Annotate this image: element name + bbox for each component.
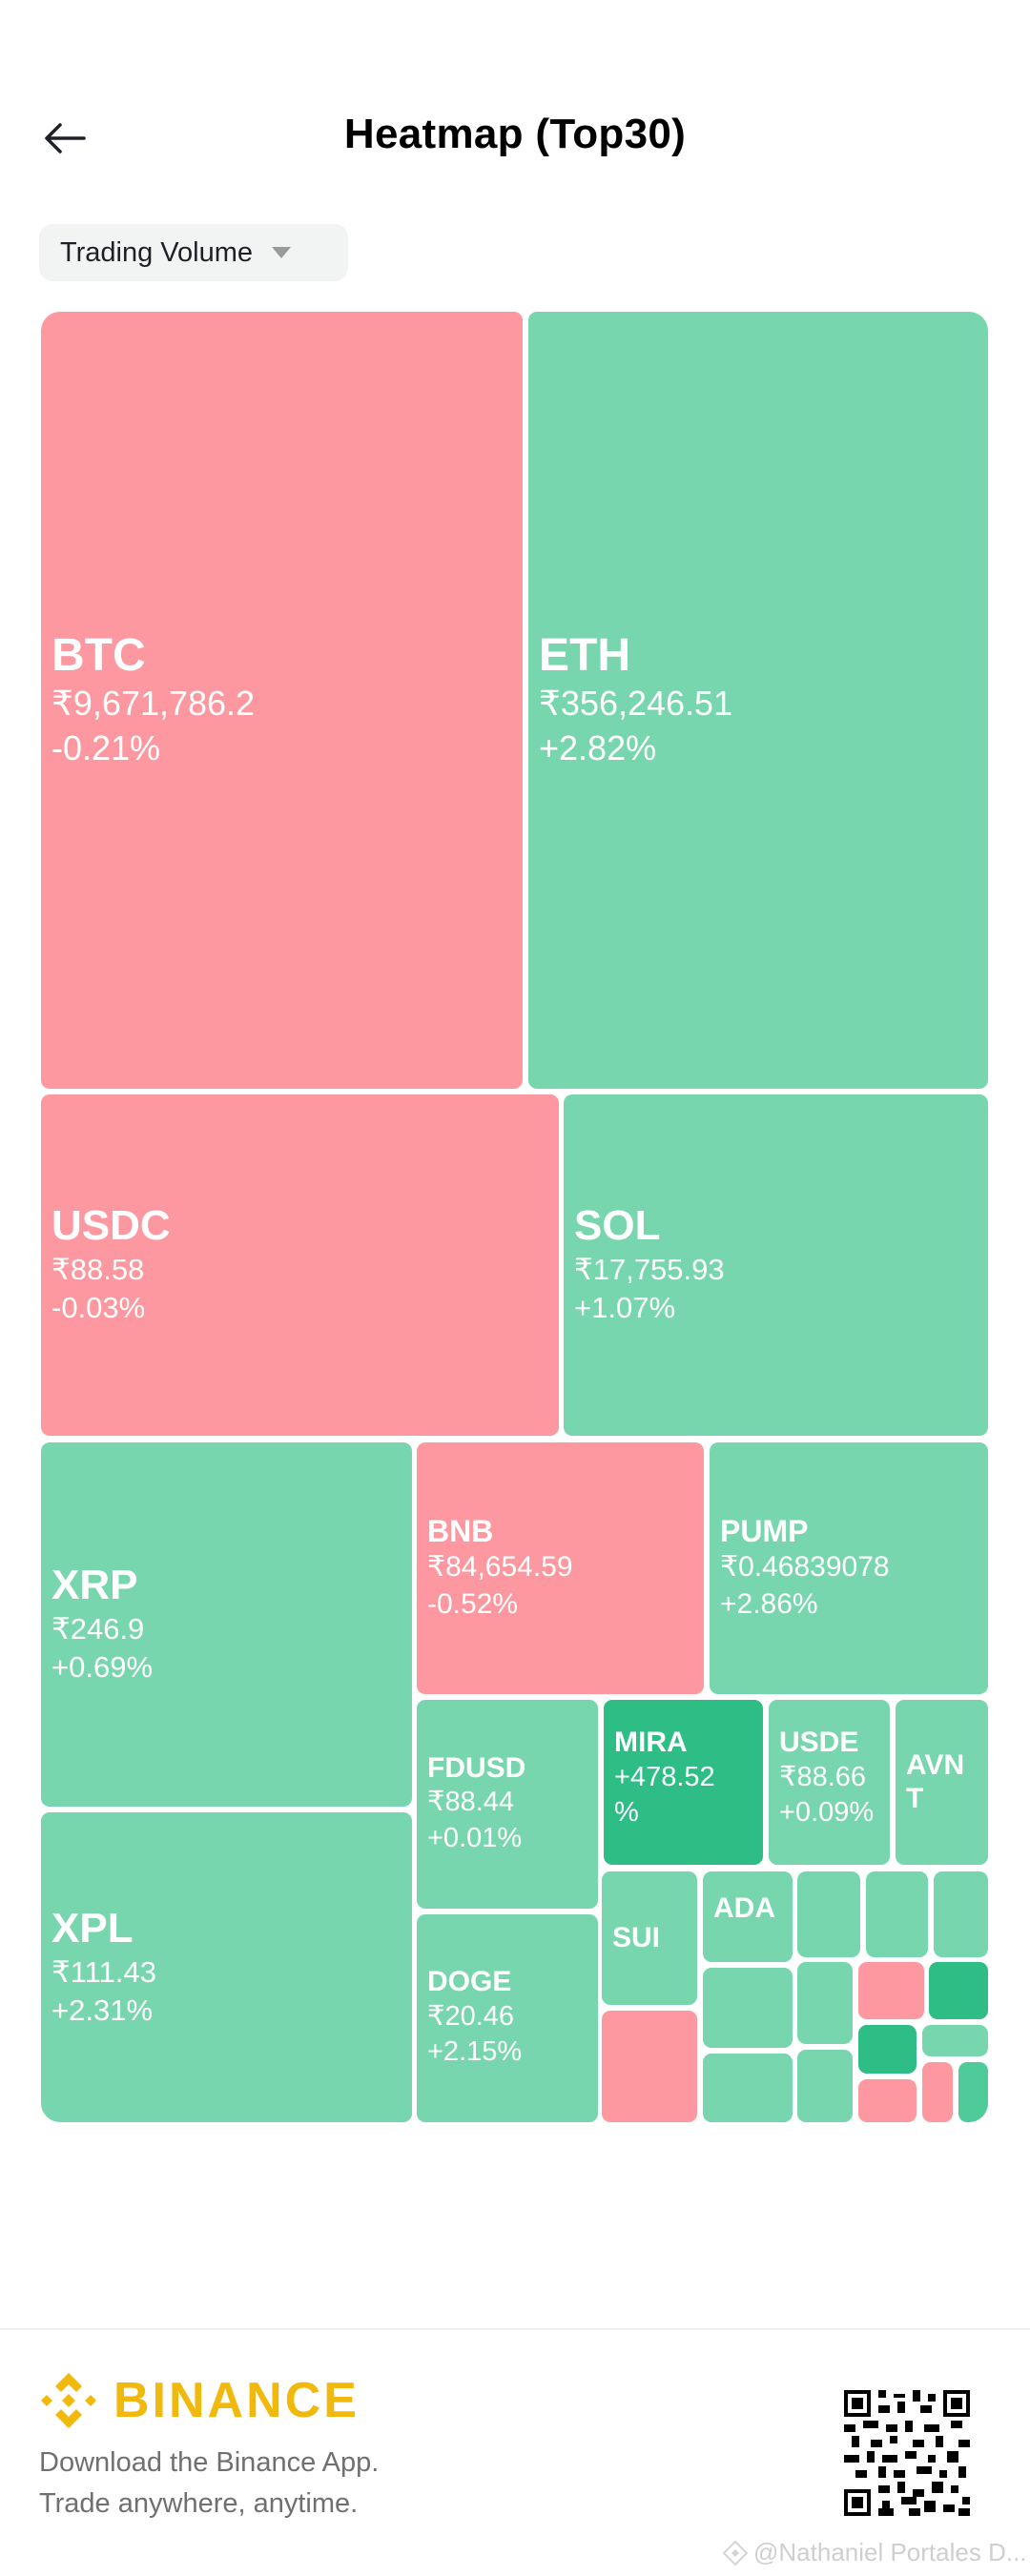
header: Heatmap (Top30) — [0, 95, 1030, 181]
back-button[interactable] — [38, 114, 92, 162]
tile-symbol: SUI — [612, 1921, 661, 1953]
tile-price: ₹9,671,786.2 — [52, 684, 256, 724]
tile-small[interactable] — [703, 2054, 793, 2122]
tile-small[interactable] — [703, 1968, 793, 2048]
tile-small[interactable] — [797, 1962, 853, 2044]
tile-symbol: USDC — [52, 1202, 171, 1250]
tile-symbol: XRP — [52, 1562, 138, 1609]
tile-symbol: AVN T — [906, 1749, 965, 1814]
tile-fdusd[interactable]: FDUSD ₹88.44 +0.01% — [417, 1700, 598, 1909]
tile-change: +0.01% — [427, 1822, 523, 1853]
tile-symbol: MIRA — [614, 1727, 688, 1758]
footer-tagline-1: Download the Binance App. — [39, 2447, 380, 2478]
tile-change: +478.52 % — [614, 1761, 715, 1829]
tile-small[interactable] — [858, 2079, 917, 2122]
tile-mira[interactable]: MIRA +478.52 % — [604, 1700, 763, 1865]
tile-symbol: BNB — [427, 1513, 494, 1548]
brand-wordmark: BINANCE — [113, 2373, 360, 2428]
tile-sol[interactable]: SOL ₹17,755.93 +1.07% — [564, 1094, 988, 1436]
tile-symbol: BTC — [52, 630, 146, 682]
tile-symbol: FDUSD — [427, 1751, 526, 1784]
arrow-left-icon — [45, 123, 86, 153]
tile-small[interactable] — [797, 2050, 853, 2122]
tile-change: +1.07% — [574, 1291, 676, 1325]
tile-symbol: ETH — [539, 630, 630, 682]
tile-ada[interactable]: ADA — [703, 1871, 793, 1962]
tile-change: +2.82% — [539, 728, 657, 768]
qr-code — [844, 2390, 970, 2516]
tile-usde[interactable]: USDE ₹88.66 +0.09% — [769, 1700, 890, 1865]
tile-change: +2.86% — [720, 1588, 818, 1621]
tile-change: +0.09% — [779, 1797, 875, 1829]
tile-small[interactable] — [934, 1871, 988, 1957]
tile-price: ₹246.9 — [52, 1612, 145, 1646]
tile-price: ₹356,246.51 — [539, 684, 733, 724]
tile-avnt[interactable]: AVN T — [896, 1700, 988, 1865]
tile-price: ₹88.44 — [427, 1787, 515, 1818]
tile-price: ₹88.58 — [52, 1253, 145, 1286]
watermark-text: @Nathaniel Portales D... — [753, 2538, 1027, 2566]
tile-symbol: XPL — [52, 1904, 134, 1952]
tile-doge[interactable]: DOGE ₹20.46 +2.15% — [417, 1914, 598, 2122]
tile-xpl[interactable]: XPL ₹111.43 +2.31% — [41, 1812, 412, 2122]
tile-symbol: PUMP — [720, 1513, 809, 1548]
tile-small[interactable] — [866, 1871, 928, 1957]
tile-sui[interactable]: SUI — [602, 1871, 697, 2005]
tile-change: +2.15% — [427, 2036, 523, 2068]
binance-watermark-icon — [723, 2540, 748, 2566]
heatmap-treemap: BTC ₹9,671,786.2 -0.21% ETH ₹356,246.51 … — [41, 312, 988, 2122]
tile-price: ₹17,755.93 — [574, 1253, 725, 1286]
footer-tagline-2: Trade anywhere, anytime. — [39, 2488, 359, 2519]
qr-code-icon — [844, 2390, 970, 2516]
tile-symbol: DOGE — [427, 1966, 512, 1998]
tile-bnb[interactable]: BNB ₹84,654.59 -0.52% — [417, 1442, 704, 1694]
tile-small[interactable] — [922, 2025, 988, 2056]
dropdown-selected-label: Trading Volume — [60, 236, 254, 268]
binance-diamond-icon — [41, 2373, 96, 2428]
tile-small[interactable] — [797, 1871, 860, 1957]
tile-pump[interactable]: PUMP ₹0.46839078 +2.86% — [710, 1442, 988, 1694]
tile-small[interactable] — [602, 2011, 697, 2122]
tile-small[interactable] — [929, 1962, 988, 2019]
tile-price: ₹88.66 — [779, 1761, 867, 1792]
binance-logo: BINANCE — [39, 2369, 360, 2432]
page-title: Heatmap (Top30) — [343, 111, 687, 157]
tile-btc[interactable]: BTC ₹9,671,786.2 -0.21% — [41, 312, 523, 1089]
tile-small[interactable] — [958, 2062, 988, 2122]
tile-usdc[interactable]: USDC ₹88.58 -0.03% — [41, 1094, 559, 1436]
tile-xrp[interactable]: XRP ₹246.9 +0.69% — [41, 1442, 412, 1807]
tile-change: -0.52% — [427, 1588, 519, 1621]
watermark: @Nathaniel Portales D... — [723, 2538, 1027, 2567]
tile-price: ₹84,654.59 — [427, 1551, 573, 1584]
tile-small[interactable] — [858, 1962, 924, 2019]
tile-change: +2.31% — [52, 1993, 154, 2027]
tile-symbol: SOL — [574, 1202, 661, 1250]
tile-symbol: USDE — [779, 1727, 859, 1758]
footer-divider — [0, 2328, 1030, 2330]
metric-dropdown[interactable]: Trading Volume — [39, 224, 348, 281]
tile-change: -0.03% — [52, 1291, 146, 1325]
tile-price: ₹0.46839078 — [720, 1551, 890, 1584]
tile-price: ₹111.43 — [52, 1954, 156, 1989]
tile-change: +0.69% — [52, 1650, 154, 1685]
tile-change: -0.21% — [52, 728, 161, 768]
tile-eth[interactable]: ETH ₹356,246.51 +2.82% — [528, 312, 988, 1089]
caret-down-icon — [272, 247, 292, 258]
tile-small[interactable] — [922, 2062, 953, 2122]
tile-small[interactable] — [858, 2025, 917, 2074]
tile-symbol: ADA — [713, 1892, 775, 1924]
tile-price: ₹20.46 — [427, 2000, 515, 2032]
